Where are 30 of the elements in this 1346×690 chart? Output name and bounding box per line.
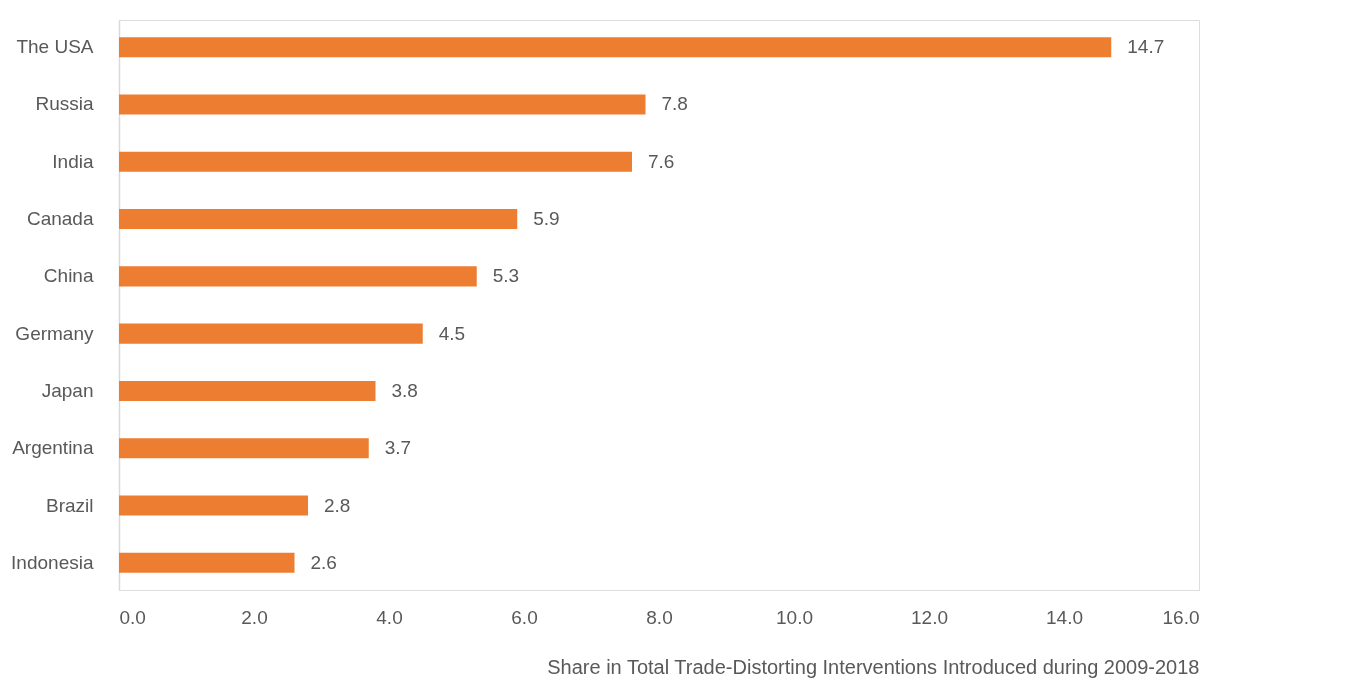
x-tick-label: 16.0 bbox=[1162, 606, 1200, 628]
data-label: 3.8 bbox=[391, 379, 418, 401]
y-tick-label: Germany bbox=[15, 322, 94, 344]
x-tick-label: 8.0 bbox=[646, 606, 673, 628]
x-tick-label: 0.0 bbox=[119, 606, 146, 628]
x-tick-label: 10.0 bbox=[776, 606, 813, 628]
y-tick-label: Argentina bbox=[12, 437, 94, 459]
data-label: 14.7 bbox=[1127, 36, 1165, 58]
data-label: 7.6 bbox=[648, 150, 675, 172]
y-tick-label: Indonesia bbox=[11, 551, 94, 573]
y-tick-label: Brazil bbox=[45, 494, 94, 516]
data-label: 5.3 bbox=[492, 265, 520, 287]
data-label: 2.8 bbox=[324, 494, 351, 516]
x-tick-label: 2.0 bbox=[241, 606, 268, 628]
x-tick-label: 14.0 bbox=[1046, 606, 1083, 628]
x-tick-label: 4.0 bbox=[376, 606, 403, 628]
data-label: 7.8 bbox=[661, 93, 688, 115]
y-tick-label: Canada bbox=[26, 208, 94, 230]
data-label: 3.7 bbox=[384, 437, 412, 459]
x-tick-label: 6.0 bbox=[511, 606, 538, 628]
y-tick-label: India bbox=[52, 150, 94, 172]
data-label: 5.9 bbox=[533, 208, 560, 230]
data-label: 4.5 bbox=[438, 322, 466, 344]
y-tick-label: The USA bbox=[16, 36, 94, 58]
x-tick-label: 12.0 bbox=[911, 606, 948, 628]
x-axis-title: Share in Total Trade-Distorting Interventions Introduced during 2009-2018 bbox=[547, 655, 1200, 678]
y-tick-label: Russia bbox=[35, 93, 94, 115]
y-tick-label: China bbox=[43, 265, 94, 287]
data-label: 2.6 bbox=[310, 551, 337, 573]
y-tick-label: Japan bbox=[41, 379, 94, 401]
